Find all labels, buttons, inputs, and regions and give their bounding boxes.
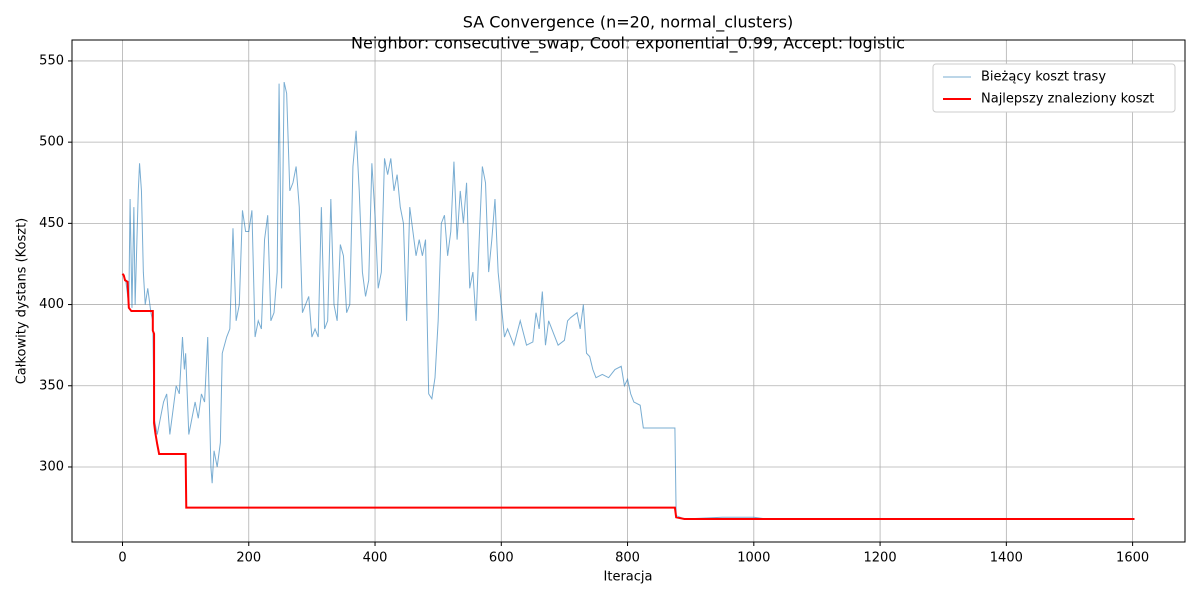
y-axis-label: Całkowity dystans (Koszt) xyxy=(15,218,30,385)
x-tick-label: 1600 xyxy=(1116,551,1149,566)
legend-label: Bieżący koszt trasy xyxy=(981,70,1106,85)
legend-box xyxy=(932,63,1176,113)
legend-label: Najlepszy znaleziony koszt xyxy=(981,92,1154,107)
chart-subtitle: Neighbor: consecutive_swap, Cool: expone… xyxy=(351,34,905,54)
x-tick-label: 800 xyxy=(615,551,640,566)
series-line xyxy=(122,81,1135,520)
y-tick-label: 400 xyxy=(39,297,64,312)
x-tick-label: 600 xyxy=(489,551,514,566)
y-tick-label: 300 xyxy=(39,459,64,474)
plot-frame xyxy=(71,39,1186,543)
chart-title: SA Convergence (n=20, normal_clusters) xyxy=(463,13,793,33)
legend: Bieżący koszt trasy Najlepszy znaleziony … xyxy=(932,63,1176,113)
y-tick-label: 350 xyxy=(39,378,64,393)
y-tick-label: 550 xyxy=(39,53,64,68)
x-tick-label: 200 xyxy=(236,551,261,566)
x-tick-label: 1200 xyxy=(864,551,897,566)
series-line xyxy=(121,273,1135,520)
x-tick-label: 0 xyxy=(118,551,126,566)
y-tick-label: 450 xyxy=(39,216,64,231)
x-axis-label: Iteracja xyxy=(604,570,653,585)
y-tick-label: 500 xyxy=(39,135,64,150)
x-tick-label: 1000 xyxy=(737,551,770,566)
x-tick-label: 1400 xyxy=(990,551,1023,566)
x-tick-label: 400 xyxy=(363,551,388,566)
